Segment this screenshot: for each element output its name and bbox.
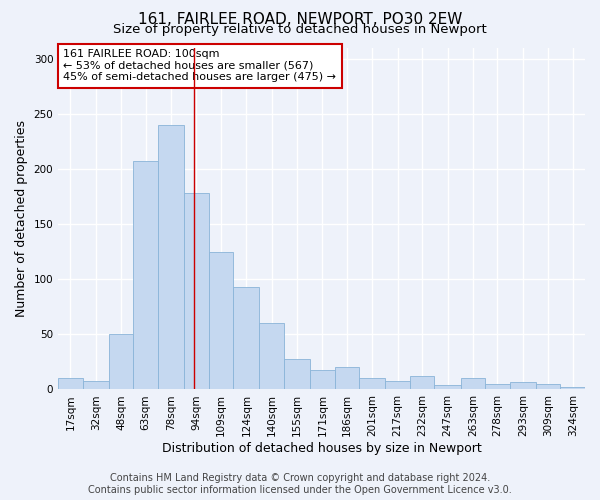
Bar (359, 378, 385, 390)
Y-axis label: Number of detached properties: Number of detached properties (15, 120, 28, 317)
Bar (434, 385, 461, 390)
Text: Size of property relative to detached houses in Newport: Size of property relative to detached ho… (113, 22, 487, 36)
Text: 161, FAIRLEE ROAD, NEWPORT, PO30 2EW: 161, FAIRLEE ROAD, NEWPORT, PO30 2EW (138, 12, 462, 28)
X-axis label: Distribution of detached houses by size in Newport: Distribution of detached houses by size … (162, 442, 481, 455)
Bar (284, 358, 310, 390)
Bar (259, 324, 284, 390)
Bar (310, 370, 335, 390)
Bar (109, 334, 133, 390)
Bar (461, 378, 485, 390)
Bar (83, 380, 109, 390)
Bar (58, 378, 83, 390)
Bar (536, 384, 560, 390)
Bar (510, 382, 536, 390)
Bar (485, 384, 510, 390)
Bar (560, 388, 585, 390)
Bar (233, 287, 259, 390)
Bar (133, 161, 158, 390)
Text: 161 FAIRLEE ROAD: 100sqm
← 53% of detached houses are smaller (567)
45% of semi-: 161 FAIRLEE ROAD: 100sqm ← 53% of detach… (64, 49, 337, 82)
Bar (410, 376, 434, 390)
Bar (385, 380, 410, 390)
Bar (209, 252, 233, 390)
Bar (335, 368, 359, 390)
Bar (158, 124, 184, 390)
Text: Contains HM Land Registry data © Crown copyright and database right 2024.
Contai: Contains HM Land Registry data © Crown c… (88, 474, 512, 495)
Bar (184, 193, 209, 390)
